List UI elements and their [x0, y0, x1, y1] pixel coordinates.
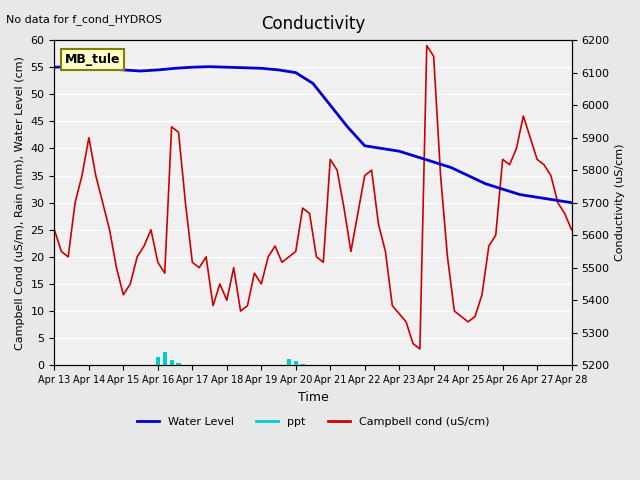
Bar [163, 352, 167, 365]
Bar [156, 357, 160, 365]
Bar [170, 360, 173, 365]
Y-axis label: Conductivity (uS/cm): Conductivity (uS/cm) [615, 144, 625, 262]
Y-axis label: Campbell Cond (uS/m), Rain (mm), Water Level (cm): Campbell Cond (uS/m), Rain (mm), Water L… [15, 56, 25, 349]
X-axis label: Time: Time [298, 391, 328, 404]
Text: No data for f_cond_HYDROS: No data for f_cond_HYDROS [6, 14, 163, 25]
Bar [287, 359, 291, 365]
Bar [177, 362, 180, 365]
Bar [294, 361, 298, 365]
Title: Conductivity: Conductivity [261, 15, 365, 33]
Legend: Water Level, ppt, Campbell cond (uS/cm): Water Level, ppt, Campbell cond (uS/cm) [132, 412, 494, 431]
Bar [301, 364, 305, 365]
Text: MB_tule: MB_tule [65, 53, 120, 66]
